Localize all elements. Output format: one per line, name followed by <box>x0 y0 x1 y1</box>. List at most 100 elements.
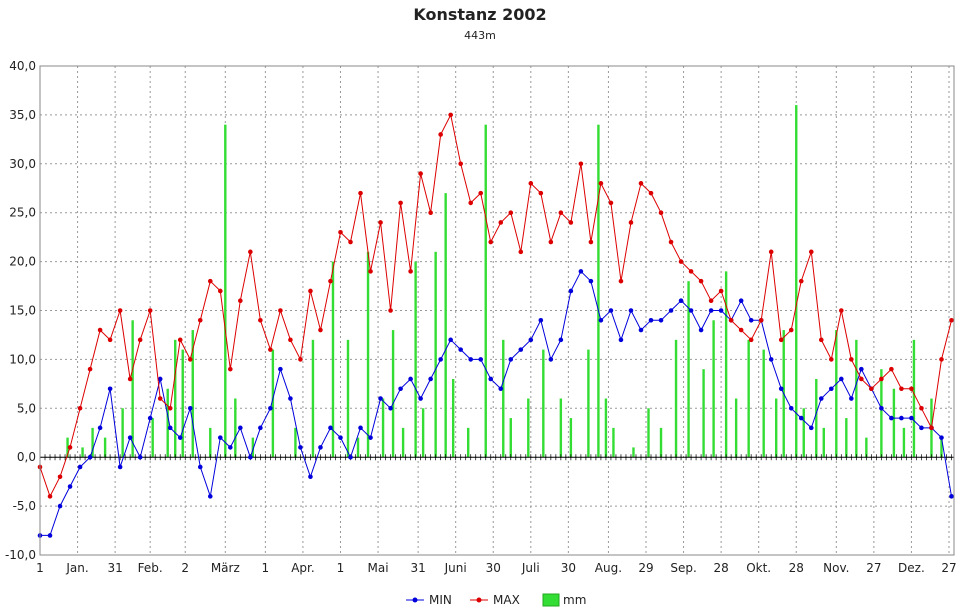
point-max <box>828 357 834 362</box>
point-min <box>408 376 413 382</box>
point-max <box>298 357 303 362</box>
point-max <box>618 278 624 284</box>
point-max <box>548 239 554 245</box>
point-min <box>448 337 453 343</box>
precip-bar <box>659 427 663 458</box>
x-tick-label: Okt. <box>746 561 771 575</box>
point-max <box>738 327 744 333</box>
point-max <box>768 249 774 255</box>
legend-marker-min <box>412 597 418 603</box>
point-max <box>889 366 894 372</box>
y-tick-label: 25,0 <box>9 206 36 220</box>
point-min <box>177 435 183 440</box>
point-min <box>658 317 664 323</box>
point-max <box>328 278 333 284</box>
y-tick-label: 20,0 <box>9 255 36 269</box>
point-max <box>879 376 884 382</box>
point-max <box>728 317 734 323</box>
point-max <box>67 445 73 450</box>
point-max <box>638 181 644 186</box>
x-tick-label: Jan. <box>65 561 88 575</box>
point-max <box>157 396 163 401</box>
point-max <box>818 337 824 343</box>
precip-bar <box>484 124 487 458</box>
point-max <box>388 308 393 313</box>
precip-bar <box>845 418 848 458</box>
precip-bar <box>835 330 838 458</box>
precip-bar <box>822 427 825 458</box>
point-min <box>197 464 203 470</box>
point-min <box>628 308 634 313</box>
point-min <box>518 347 524 352</box>
point-min <box>788 406 794 411</box>
point-max <box>278 308 283 313</box>
point-min <box>939 435 944 440</box>
point-min <box>808 425 814 431</box>
x-tick-label: Juli <box>521 561 540 575</box>
point-max <box>859 376 864 382</box>
x-tick-label: 1 <box>36 561 44 575</box>
point-max <box>318 327 323 333</box>
point-min <box>228 445 233 450</box>
point-max <box>488 239 494 245</box>
point-max <box>448 112 453 118</box>
point-max <box>117 308 123 313</box>
point-max <box>248 249 253 255</box>
point-min <box>157 376 163 382</box>
legend: MIN MAX mm <box>406 593 586 607</box>
point-min <box>147 415 153 421</box>
point-max <box>288 337 293 343</box>
point-min <box>668 308 674 313</box>
y-tick-label: 30,0 <box>9 157 36 171</box>
legend-swatch-mm <box>542 593 560 607</box>
series-line-min <box>40 270 952 536</box>
precip-bar <box>587 349 590 458</box>
legend-label-max: MAX <box>493 593 520 607</box>
precip-bar <box>391 330 395 458</box>
point-min <box>67 484 73 489</box>
point-min <box>328 425 333 431</box>
point-max <box>238 298 243 304</box>
precip-bar <box>734 398 738 458</box>
point-max <box>87 366 93 372</box>
point-min <box>87 454 93 460</box>
point-max <box>678 259 684 264</box>
point-max <box>197 317 203 323</box>
point-min <box>828 386 834 392</box>
precip-bar <box>356 437 360 458</box>
precip-bar <box>421 408 425 458</box>
x-tick-label: 31 <box>410 561 425 575</box>
point-max <box>217 288 223 294</box>
point-max <box>808 249 814 255</box>
x-tick-label: 28 <box>713 561 728 575</box>
precip-bar <box>191 330 194 458</box>
point-min <box>498 386 504 392</box>
point-min <box>879 406 884 411</box>
grid-lines <box>39 65 954 556</box>
y-tick-label: 40,0 <box>9 59 36 73</box>
point-min <box>117 464 123 470</box>
chart-title: Konstanz 2002 <box>413 5 547 24</box>
x-tick-label: 28 <box>789 561 804 575</box>
point-min <box>217 435 223 440</box>
x-tick-label: 2 <box>181 561 189 575</box>
point-min <box>258 425 263 431</box>
point-max <box>498 220 504 225</box>
point-min <box>538 317 544 323</box>
point-min <box>919 425 924 431</box>
series-line-max <box>39 113 952 498</box>
point-max <box>648 190 654 196</box>
point-max <box>518 249 524 255</box>
point-max <box>308 288 313 294</box>
point-max <box>187 357 193 362</box>
point-max <box>778 337 784 343</box>
point-max <box>788 327 794 333</box>
point-min <box>338 435 343 440</box>
x-tick-label: Apr. <box>291 561 314 575</box>
point-max <box>228 366 233 372</box>
point-min <box>187 406 193 411</box>
point-min <box>618 337 624 343</box>
point-min <box>909 415 914 421</box>
point-min <box>418 396 423 401</box>
x-tick-label: Feb. <box>138 561 163 575</box>
